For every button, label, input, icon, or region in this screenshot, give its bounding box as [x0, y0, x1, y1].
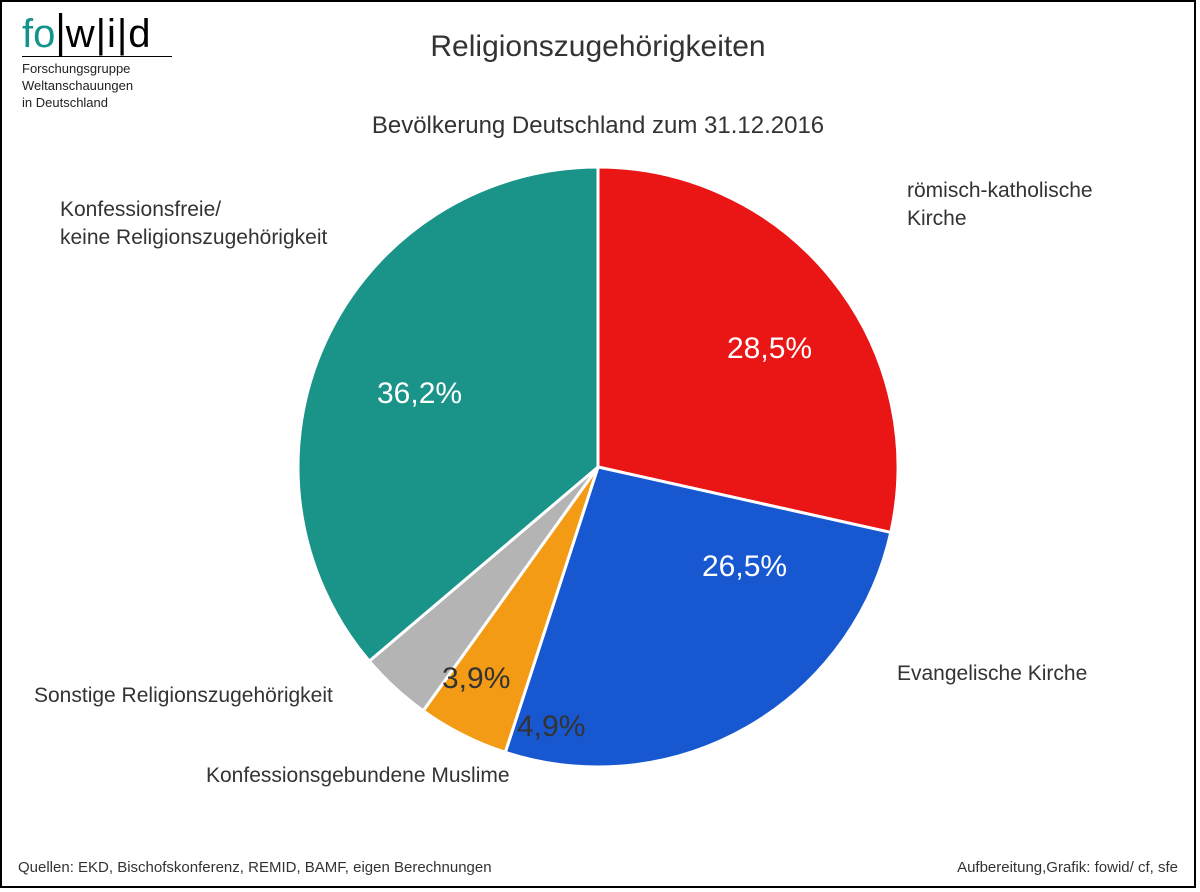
- chart-title: Religionszugehörigkeiten: [2, 30, 1194, 64]
- slice-value: 4,9%: [517, 710, 585, 744]
- chart-subtitle: Bevölkerung Deutschland zum 31.12.2016: [2, 112, 1194, 140]
- slice-label: Konfessionsfreie/keine Religionszugehöri…: [60, 196, 327, 253]
- logo-subtitle: Forschungsgruppe Weltanschauungen in Deu…: [22, 61, 202, 112]
- slice-label: römisch-katholischeKirche: [907, 177, 1093, 234]
- pie-chart: [298, 167, 898, 767]
- slice-value: 28,5%: [727, 332, 812, 366]
- slice-label: Sonstige Religionszugehörigkeit: [34, 682, 333, 710]
- slice-label-line: römisch-katholische: [907, 177, 1093, 205]
- slice-value: 26,5%: [702, 550, 787, 584]
- chart-frame: fo|w|i|d Forschungsgruppe Weltanschauung…: [0, 0, 1196, 888]
- logo-sub-line: in Deutschland: [22, 95, 202, 112]
- footer-credit: Aufbereitung,Grafik: fowid/ cf, sfe: [957, 859, 1178, 876]
- slice-label: Evangelische Kirche: [897, 660, 1087, 688]
- slice-label: Konfessionsgebundene Muslime: [206, 762, 510, 790]
- footer-sources: Quellen: EKD, Bischofskonferenz, REMID, …: [18, 859, 492, 876]
- slice-label-line: keine Religionszugehörigkeit: [60, 224, 327, 252]
- pie-svg: [298, 167, 898, 767]
- slice-label-line: Kirche: [907, 205, 1093, 233]
- slice-label-line: Konfessionsfreie/: [60, 196, 327, 224]
- slice-value: 36,2%: [377, 377, 462, 411]
- logo-sub-line: Weltanschauungen: [22, 78, 202, 95]
- slice-label-line: Evangelische Kirche: [897, 660, 1087, 688]
- slice-label-line: Sonstige Religionszugehörigkeit: [34, 682, 333, 710]
- slice-value: 3,9%: [442, 662, 510, 696]
- slice-label-line: Konfessionsgebundene Muslime: [206, 762, 510, 790]
